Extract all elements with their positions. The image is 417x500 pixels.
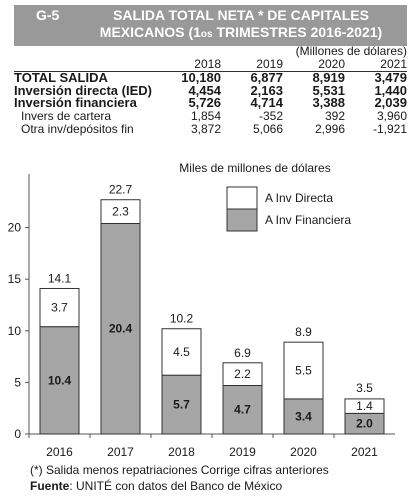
row-label: TOTAL SALIDA: [14, 69, 108, 85]
bar-value-label: 4.7: [234, 403, 251, 417]
bar-total-label: 8.9: [295, 325, 312, 339]
cell: 2,039: [374, 95, 407, 111]
cell: 8,919: [312, 69, 345, 85]
title-line-1: SALIDA TOTAL NETA * DE CAPITALES: [113, 7, 369, 23]
figure-code: G-5: [36, 7, 60, 23]
title-superscript: os: [200, 29, 213, 40]
cell: 1,440: [374, 82, 407, 98]
cell: 4,454: [188, 82, 221, 98]
y-tick-label: 0: [14, 427, 21, 441]
year-header: 2021: [345, 57, 407, 72]
bar-segment-directa: [344, 398, 385, 414]
y-tick-label: 20: [8, 221, 22, 235]
table-row: Otra inv/depósitos fin 3,872 5,066 2,996…: [14, 123, 407, 136]
table-row: Inversión financiera 5,726 4,714 3,388 2…: [14, 95, 407, 111]
bar-segment-directa: [100, 199, 141, 224]
cell: -1,921: [372, 121, 407, 136]
legend-label: A Inv Directa: [265, 191, 333, 205]
x-tick-label: 2019: [229, 445, 256, 459]
cell: 3,960: [376, 109, 407, 124]
y-tick-label: 15: [8, 272, 22, 286]
footnote: (*) Salida menos repatriaciones Corrige …: [30, 463, 329, 477]
table-row: Invers de cartera 1,854 -352 392 3,960: [14, 110, 407, 123]
cell: 4,714: [250, 95, 283, 111]
table-year-row: 2018 2019 2020 2021: [14, 57, 407, 72]
x-tick-label: 2018: [168, 445, 195, 459]
year-header: 2018: [159, 57, 221, 72]
legend-swatch: [226, 208, 258, 232]
legend-swatch: [226, 186, 258, 210]
cell: -352: [258, 109, 283, 124]
bar-segment-financiera: [161, 374, 202, 435]
row-label: Otra inv/depósitos fin: [21, 121, 134, 136]
cell: 5,066: [252, 121, 283, 136]
title-line-2: MEXICANOS (1os TRIMESTRES 2016-2021): [76, 24, 406, 43]
title-line-2a: MEXICANOS (1: [99, 24, 201, 40]
year-header: 2019: [221, 57, 283, 72]
cell: 2,996: [314, 121, 345, 136]
bar-value-label: 5.5: [295, 364, 312, 378]
bar-segment-directa: [222, 362, 263, 386]
table-corner: [14, 58, 159, 72]
table-units: (Millones de dólares): [295, 44, 407, 58]
bar-value-label: 20.4: [109, 322, 133, 336]
bar-segment-financiera: [100, 222, 141, 435]
cell: 6,877: [250, 69, 283, 85]
bar-segment-directa: [161, 328, 202, 376]
row-label: Invers de cartera: [21, 109, 112, 124]
x-tick-label: 2017: [107, 445, 134, 459]
y-tick-label: 5: [14, 375, 21, 389]
bar-value-label: 3.7: [51, 301, 68, 315]
bar-total-label: 22.7: [109, 183, 133, 197]
bar-value-label: 4.5: [173, 345, 190, 359]
bar-segment-directa: [283, 341, 324, 400]
bar-segment-financiera: [283, 398, 324, 435]
bar-value-label: 10.4: [48, 373, 72, 387]
cell: 392: [324, 109, 345, 124]
cell: 3,388: [312, 95, 345, 111]
source-note: Fuente: UNITÉ con datos del Banco de Méx…: [30, 479, 282, 493]
figure-title: SALIDA TOTAL NETA * DE CAPITALES MEXICAN…: [76, 7, 406, 43]
x-tick-label: 2021: [351, 445, 378, 459]
header-banner: G-5 SALIDA TOTAL NETA * DE CAPITALES MEX…: [14, 5, 407, 46]
bar-value-label: 2.0: [356, 417, 373, 431]
cell: 5,531: [312, 82, 345, 98]
cell: 1,854: [190, 109, 221, 124]
year-header: 2020: [283, 57, 345, 72]
row-label: Inversión financiera: [14, 95, 137, 111]
bar-total-label: 3.5: [356, 381, 373, 395]
y-tick-label: 10: [8, 324, 22, 338]
table-row: TOTAL SALIDA 10,180 6,877 8,919 3,479: [14, 71, 407, 84]
cell: 10,180: [181, 69, 221, 85]
bar-value-label: 1.4: [356, 399, 373, 413]
bar-total-label: 6.9: [234, 346, 251, 360]
row-label: Inversión directa (IED): [14, 82, 152, 98]
source-text: : UNITÉ con datos del Banco de México: [69, 479, 283, 493]
bar-total-label: 10.2: [170, 312, 194, 326]
bar-segment-directa: [39, 287, 80, 328]
title-line-2b: TRIMESTRES 2016-2021): [212, 24, 383, 40]
data-table: 2018 2019 2020 2021 TOTAL SALIDA 10,180 …: [14, 57, 407, 136]
bar-total-label: 14.1: [48, 271, 72, 285]
x-tick-label: 2020: [290, 445, 317, 459]
cell: 2,163: [250, 82, 283, 98]
bar-value-label: 5.7: [173, 398, 190, 412]
cell: 3,479: [374, 69, 407, 85]
x-tick-label: 2016: [46, 445, 73, 459]
cell: 5,726: [188, 95, 221, 111]
bar-value-label: 3.4: [295, 409, 312, 423]
chart-title: Miles de millones de dólares: [179, 161, 330, 175]
table-row: Inversión directa (IED) 4,454 2,163 5,53…: [14, 82, 407, 98]
source-label: Fuente: [30, 479, 70, 493]
cell: 3,872: [190, 121, 221, 136]
bar-value-label: 2.2: [234, 367, 251, 381]
bar-value-label: 2.3: [112, 205, 129, 219]
bar-segment-financiera: [39, 326, 80, 435]
legend-label: A Inv Financiera: [265, 213, 351, 227]
